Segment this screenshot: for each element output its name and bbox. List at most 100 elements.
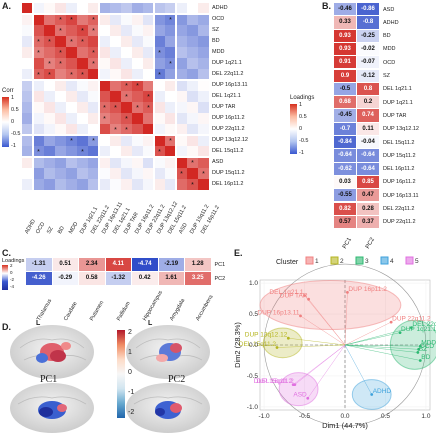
loading-point — [409, 326, 413, 330]
loadings-legend-tick: 1 — [299, 102, 303, 108]
heatmap-cell — [132, 124, 143, 135]
heatmap-cell — [22, 124, 33, 135]
x-axis-label: Dim1 (44.7%) — [322, 421, 368, 430]
heatmap-cell — [154, 135, 165, 146]
heatmap-cell — [176, 14, 187, 25]
heatmap-cell — [66, 91, 77, 102]
heatmap-row-label: SZ — [212, 27, 220, 33]
heatmap-cell: * — [154, 47, 165, 58]
pc2-loading-cell: 0.47 — [357, 189, 379, 202]
loadings-row-label: SZ — [383, 73, 391, 79]
heatmap-cell: * — [88, 47, 99, 58]
heatmap-col-label: BD — [57, 225, 67, 235]
heatmap-cell — [110, 135, 121, 146]
pc2-loading-cell: 0.74 — [357, 109, 379, 122]
y-tick-label: 0.0 — [249, 342, 258, 349]
heatmap-cell — [187, 36, 198, 47]
heatmap-cell — [132, 168, 143, 179]
heatmap-cell — [121, 3, 132, 14]
heatmap-cell — [77, 135, 88, 146]
significance-star: * — [59, 28, 62, 35]
significance-star: * — [37, 50, 40, 57]
heatmap-cell — [187, 14, 198, 25]
heatmap-cell: * — [88, 135, 99, 146]
cluster-legend-swatch — [305, 256, 314, 265]
heatmap-cell — [44, 135, 55, 146]
region-loading-cell: 1.61 — [158, 272, 184, 285]
heatmap-cell: * — [132, 80, 143, 91]
region-loading-cell: -1.31 — [26, 258, 52, 271]
heatmap-cell — [88, 146, 99, 157]
x-tick-label: -1.0 — [258, 413, 270, 420]
loadings-legend-tick-c: -2 — [10, 277, 15, 282]
y-axis-label: Dim2 (28.3%) — [233, 322, 242, 368]
heatmap-cell — [198, 146, 209, 157]
heatmap-cell — [165, 47, 176, 58]
pc2-loading-cell: 0.85 — [357, 175, 379, 189]
heatmap-cell: * — [77, 146, 88, 157]
heatmap-cell — [22, 36, 33, 47]
loading-point — [299, 314, 302, 318]
cluster-legend-swatch — [380, 256, 389, 265]
loadings-row-label: DEL 16p11.2 — [383, 166, 415, 173]
heatmap-group-separator — [22, 134, 209, 136]
heatmap-cell — [88, 80, 99, 91]
loading-point — [306, 396, 310, 400]
heatmap-group-separator — [22, 79, 209, 81]
heatmap-cell — [44, 102, 55, 113]
heatmap-cell — [187, 91, 198, 102]
colorbar-tick: 0 — [128, 369, 132, 376]
heatmap-cell — [77, 157, 88, 168]
heatmap-cell — [110, 113, 121, 124]
pc1-loading-cell: -0.46 — [334, 3, 356, 16]
heatmap-cell — [132, 91, 143, 102]
significance-star: * — [136, 105, 139, 112]
significance-star: * — [147, 94, 150, 101]
heatmap-cell — [143, 36, 154, 47]
heatmap-cell — [55, 91, 66, 102]
heatmap-cell — [88, 168, 99, 179]
heatmap-cell — [143, 58, 154, 69]
heatmap-cell: * — [33, 146, 44, 157]
heatmap-cell — [88, 102, 99, 113]
heatmap-cell — [143, 113, 154, 124]
significance-star: * — [70, 17, 73, 24]
heatmap-cell — [22, 80, 33, 91]
loadings-legend-tick: -1 — [299, 150, 304, 156]
significance-star: * — [136, 83, 139, 90]
loading-label: DUP 1q21.1 — [401, 326, 436, 333]
significance-star: * — [103, 105, 106, 112]
heatmap-cell — [33, 80, 44, 91]
heatmap-cell — [66, 3, 77, 14]
loadings-row-label: BD — [383, 33, 391, 40]
pc2-loading-cell: -0.8 — [357, 16, 379, 29]
pc1-loading-cell: 0.57 — [334, 215, 356, 229]
loading-point — [370, 393, 374, 396]
panel-a-correlation-heatmap: * * * * * * * * * * * * * * * * * * * * * * * * * * * * * * * * * * * * * * * *… — [22, 3, 209, 190]
heatmap-row-label: DEL 15q11.2 — [212, 148, 244, 154]
significance-star: * — [202, 171, 205, 178]
heatmap-cell — [187, 135, 198, 146]
heatmap-cell — [55, 36, 66, 47]
heatmap-cell — [154, 179, 165, 190]
y-tick-label: -1.0 — [247, 404, 259, 411]
heatmap-cell — [143, 80, 154, 91]
heatmap-cell — [33, 113, 44, 124]
significance-star: * — [125, 127, 128, 134]
significance-star: * — [169, 138, 172, 145]
heatmap-cell — [154, 102, 165, 113]
loadings-row-label: MDD — [383, 46, 396, 53]
loading-label: DUP TAR — [280, 293, 308, 300]
colorbar-tick: -1 — [128, 389, 135, 396]
loading-label: DUP 15q11.2 — [254, 378, 293, 385]
heatmap-cell — [66, 179, 77, 190]
significance-star: * — [103, 116, 106, 123]
loadings-row-label: OCD — [383, 59, 396, 66]
heatmap-cell — [66, 25, 77, 36]
loading-arrow — [344, 321, 392, 346]
heatmap-cell — [132, 179, 143, 190]
pc1-loading-cell: 0.68 — [334, 96, 356, 109]
panel-a-label: A. — [2, 1, 11, 11]
heatmap-cell — [176, 36, 187, 47]
panel-d-brain-renders — [10, 325, 210, 433]
